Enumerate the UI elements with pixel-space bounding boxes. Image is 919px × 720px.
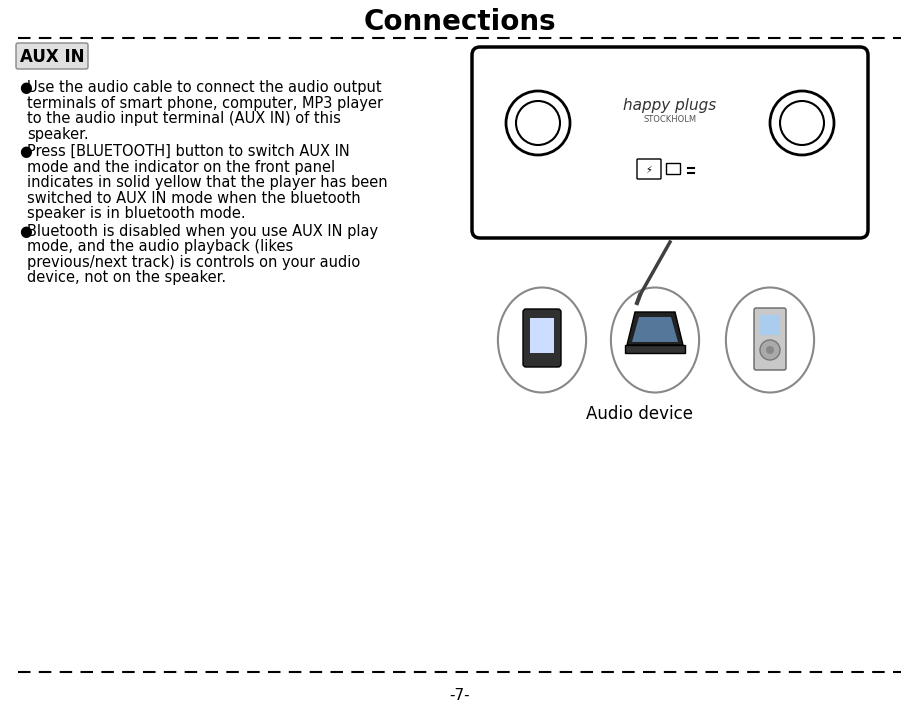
Text: indicates in solid yellow that the player has been: indicates in solid yellow that the playe… [27,175,388,190]
Text: Audio device: Audio device [586,405,694,423]
Bar [530,318,554,353]
Bar [760,315,780,335]
Text: ⚡: ⚡ [645,165,652,175]
Text: speaker is in bluetooth mode.: speaker is in bluetooth mode. [27,206,245,221]
FancyBboxPatch shape [523,309,561,367]
Ellipse shape [726,287,814,392]
Polygon shape [632,317,678,342]
Bar [666,163,680,174]
Text: Use the audio cable to connect the audio output: Use the audio cable to connect the audio… [27,80,381,95]
Text: ●: ● [19,80,32,95]
Text: -7-: -7- [449,688,470,703]
Ellipse shape [498,287,586,392]
FancyBboxPatch shape [637,159,661,179]
Text: Press [BLUETOOTH] button to switch AUX IN: Press [BLUETOOTH] button to switch AUX I… [27,144,350,159]
Text: ●: ● [19,144,32,159]
Text: Bluetooth is disabled when you use AUX IN play: Bluetooth is disabled when you use AUX I… [27,223,378,238]
FancyBboxPatch shape [16,43,88,69]
Text: STOCKHOLM: STOCKHOLM [643,114,697,124]
Text: speaker.: speaker. [27,127,88,142]
Bar [625,345,685,353]
Text: previous/next track) is controls on your audio: previous/next track) is controls on your… [27,254,360,269]
Text: AUX IN: AUX IN [19,48,85,66]
Polygon shape [627,312,683,345]
FancyBboxPatch shape [472,47,868,238]
Text: mode and the indicator on the front panel: mode and the indicator on the front pane… [27,160,335,174]
Text: device, not on the speaker.: device, not on the speaker. [27,270,226,285]
Text: ●: ● [19,223,32,238]
FancyBboxPatch shape [754,308,786,370]
Text: switched to AUX IN mode when the bluetooth: switched to AUX IN mode when the bluetoo… [27,191,360,205]
Text: mode, and the audio playback (likes: mode, and the audio playback (likes [27,239,293,254]
Text: Connections: Connections [363,8,556,36]
Text: happy plugs: happy plugs [623,97,717,112]
Circle shape [760,340,780,360]
Text: terminals of smart phone, computer, MP3 player: terminals of smart phone, computer, MP3 … [27,96,383,110]
Circle shape [632,302,642,312]
Ellipse shape [611,287,699,392]
Text: to the audio input terminal (AUX IN) of this: to the audio input terminal (AUX IN) of … [27,111,341,126]
Circle shape [766,346,774,354]
